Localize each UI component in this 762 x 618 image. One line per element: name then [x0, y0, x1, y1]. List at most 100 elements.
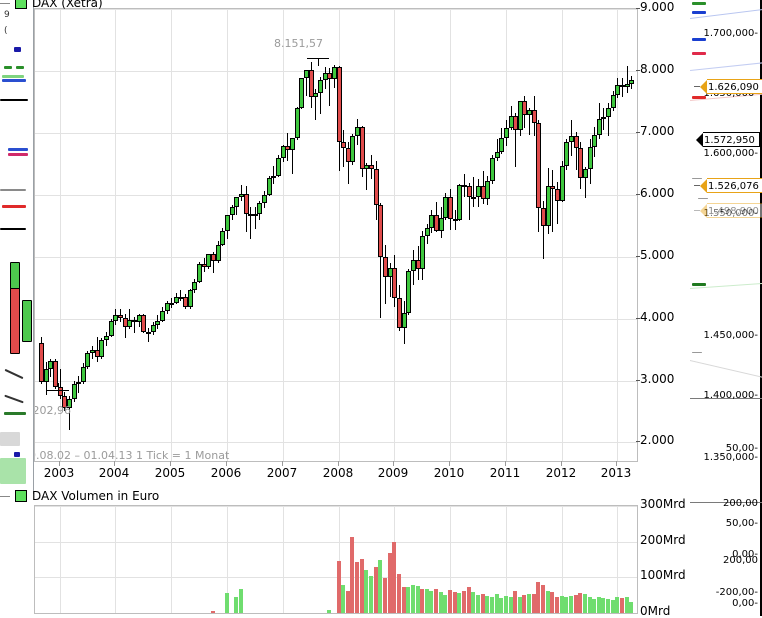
gridline-vertical: [115, 9, 116, 461]
candle-body: [517, 101, 523, 131]
candle-body: [150, 325, 156, 332]
price-chart-pane[interactable]: 8.151,57 2.202,96 29.08.02 – 01.04.13 1 …: [34, 8, 638, 462]
candle-body: [550, 186, 556, 190]
volume-bar: [629, 602, 634, 613]
price-axis-tick: [636, 193, 640, 195]
candle-body: [545, 186, 551, 226]
candle-body: [582, 168, 588, 179]
volume-bar: [596, 596, 601, 613]
line-fragment: [4, 368, 24, 380]
line-fragment: [14, 47, 21, 52]
price-tag-marker[interactable]: 1.572,950: [696, 132, 760, 147]
series-stub-blue-2: [692, 38, 706, 41]
candle-body: [336, 66, 342, 142]
volume-bar: [211, 611, 215, 613]
collapse-dash-icon[interactable]: [0, 495, 10, 497]
candle-wick: [366, 162, 368, 191]
candle-wick: [608, 103, 610, 136]
series-stub-grey: [692, 178, 702, 179]
candle-body: [243, 194, 249, 214]
candle-body: [122, 317, 128, 328]
gridline-vertical: [171, 506, 172, 613]
candle-body: [620, 84, 626, 87]
volume-bar: [396, 574, 401, 613]
quote-axis-label: 1.350,000-: [703, 452, 758, 463]
gridline-horizontal: [35, 442, 637, 444]
candle-body: [80, 366, 86, 382]
price-axis[interactable]: 9.000 8.000 7.000 6.000 5.000 4.000 3.000 2.000: [636, 0, 690, 494]
volume-bar: [452, 591, 457, 613]
tag-arrow-icon: [700, 79, 707, 94]
volume-axis-label: 200Mrd: [640, 532, 686, 547]
volume-bar: [471, 592, 476, 613]
date-axis-label: 2010: [433, 466, 465, 480]
gridline-horizontal: [35, 9, 637, 10]
volume-chart-pane[interactable]: [34, 505, 638, 614]
volume-bar: [615, 597, 620, 613]
candle-body: [555, 189, 560, 202]
gridline-vertical: [60, 9, 61, 461]
candle-wick: [529, 108, 531, 136]
price-tag-marker[interactable]: 1.526,076: [694, 178, 762, 193]
collapse-dash-icon[interactable]: [0, 2, 10, 4]
candle-wick: [68, 395, 70, 430]
candle-body: [85, 352, 91, 367]
candle-body: [355, 126, 361, 137]
line-fragment: [16, 66, 24, 69]
price-axis-tick: [636, 379, 640, 381]
candle-body: [313, 93, 319, 97]
candle-body: [508, 115, 514, 129]
gridline-vertical: [394, 9, 395, 461]
volume-bar: [541, 585, 546, 613]
candle-body: [601, 116, 607, 120]
candle-body: [94, 349, 100, 357]
gridline-vertical: [450, 506, 451, 613]
price-pane-title[interactable]: DAX (Xetra): [0, 0, 103, 10]
price-tag-marker[interactable]: 1.626,090: [694, 79, 762, 94]
candle-body: [169, 302, 175, 305]
volume-bar: [527, 594, 532, 613]
quote-axis-label: 1.550,000-: [703, 208, 758, 219]
volume-bar: [224, 593, 229, 613]
right-quote-panel[interactable]: 1.700,000-1.650,000-1.600,000-1.550,000-…: [690, 0, 762, 616]
volume-bar: [443, 595, 448, 613]
volume-axis[interactable]: 300Mrd 200Mrd 100Mrd 0Mrd: [638, 497, 698, 618]
candle-body: [290, 137, 296, 151]
date-axis-label: 2003: [43, 466, 75, 480]
candle-body: [485, 180, 491, 200]
candle-body: [541, 208, 547, 226]
candle-body: [438, 217, 444, 232]
candle-body: [136, 315, 142, 323]
candle-body: [536, 123, 542, 209]
gridline-horizontal: [35, 256, 637, 258]
price-axis-label: 6.000: [640, 185, 675, 200]
volume-bar: [564, 596, 569, 613]
line-fragment: [0, 458, 26, 484]
candle-body: [252, 214, 258, 217]
volume-color-swatch-icon: [15, 490, 27, 502]
candle-body: [401, 313, 407, 329]
volume-bar: [517, 597, 522, 613]
series-stub-green: [692, 2, 706, 5]
price-tag-marker[interactable]: 1.498,900: [694, 203, 762, 218]
volume-bar: [234, 596, 239, 613]
candle-wick: [329, 67, 331, 106]
candle-body: [364, 165, 370, 169]
line-fragment: [10, 288, 20, 354]
secondary-axis-label: 200,00: [723, 555, 758, 566]
period-high-stem: [318, 58, 319, 66]
gridline-horizontal: [35, 506, 637, 507]
candle-body: [248, 213, 254, 216]
volume-pane-title[interactable]: DAX Volumen in Euro: [0, 489, 159, 503]
volume-pane-title-text: DAX Volumen in Euro: [32, 489, 160, 503]
gridline-vertical: [450, 9, 451, 461]
candle-body: [592, 134, 598, 147]
candle-body: [76, 381, 82, 385]
volume-bar: [480, 594, 485, 613]
volume-bar: [448, 590, 453, 613]
candle-body: [271, 175, 277, 179]
candle-body: [104, 335, 110, 341]
date-axis-label: 2011: [489, 466, 521, 480]
candle-wick: [133, 317, 135, 333]
candle-wick: [292, 137, 294, 174]
